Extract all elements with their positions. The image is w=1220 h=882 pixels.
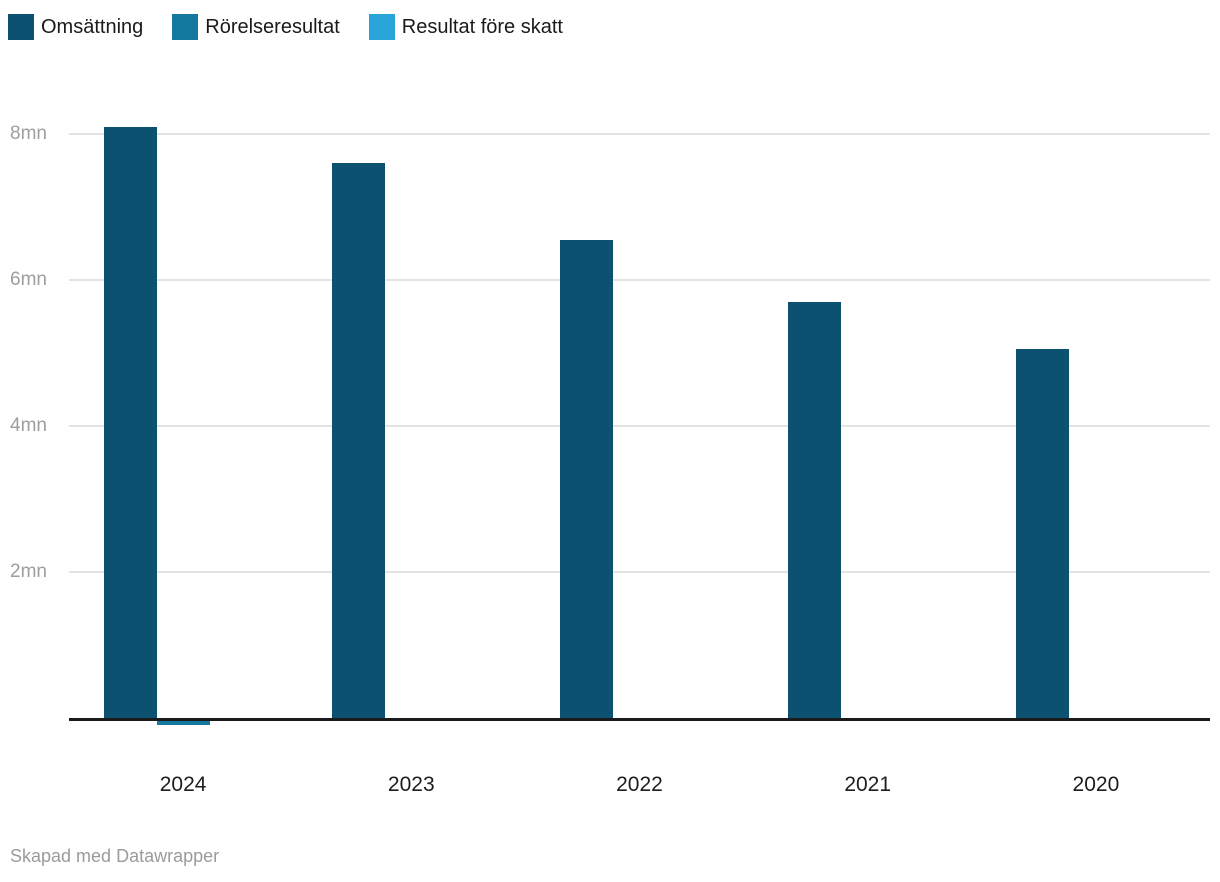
y-gridline	[69, 571, 1210, 573]
y-gridline	[69, 425, 1210, 427]
bar-oms-ttning-2023[interactable]	[331, 163, 385, 718]
chart-legend: Omsättning Rörelseresultat Resultat före…	[8, 14, 563, 40]
legend-label: Resultat före skatt	[401, 15, 563, 38]
legend-swatch-icon	[172, 14, 199, 40]
legend-item-omsattning: Omsättning	[8, 14, 143, 40]
legend-label: Rörelseresultat	[205, 15, 340, 38]
bar-oms-ttning-2021[interactable]	[788, 301, 842, 718]
x-axis-tick-label: 2024	[159, 773, 207, 796]
y-gridline	[69, 279, 1210, 281]
x-axis-tick-label: 2021	[844, 773, 892, 796]
bar-oms-ttning-2022[interactable]	[560, 239, 613, 718]
bar-oms-ttning-2020[interactable]	[1016, 349, 1070, 718]
y-axis-tick-label: 6mn	[10, 269, 47, 290]
legend-item-resultat-fore-skatt: Resultat före skatt	[368, 14, 563, 40]
attribution-text: Skapad med Datawrapper	[10, 846, 220, 866]
legend-swatch-icon	[368, 14, 395, 40]
bar-r-relseresultat-2024[interactable]	[156, 721, 210, 725]
x-axis-tick-label: 2023	[387, 773, 435, 796]
y-axis-tick-label: 2mn	[10, 561, 47, 582]
y-gridline	[69, 133, 1210, 135]
x-axis-tick-label: 2020	[1072, 773, 1120, 796]
y-axis-tick-label: 4mn	[10, 415, 47, 436]
x-axis-tick-label: 2022	[616, 773, 663, 796]
x-axis-line	[69, 718, 1210, 721]
legend-swatch-icon	[8, 14, 34, 40]
y-axis-tick-label: 8mn	[10, 123, 47, 144]
bar-oms-ttning-2024[interactable]	[103, 126, 157, 718]
legend-item-rorelseresultat: Rörelseresultat	[172, 14, 340, 40]
legend-label: Omsättning	[41, 15, 144, 38]
